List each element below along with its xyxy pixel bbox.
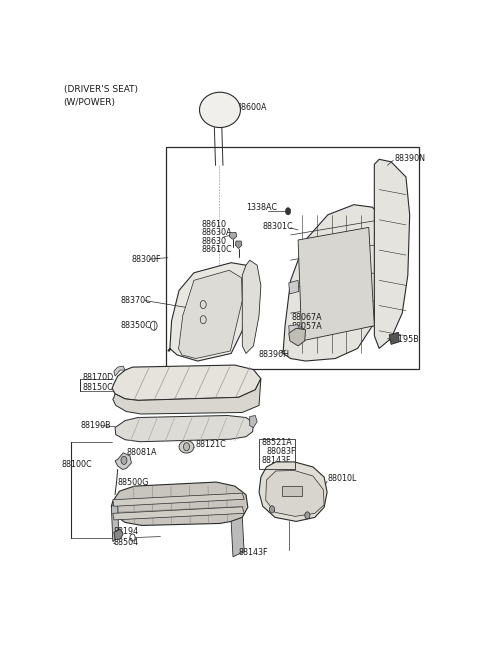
Text: 88630A: 88630A — [202, 229, 232, 237]
Text: 88195B: 88195B — [388, 335, 419, 345]
Circle shape — [305, 512, 310, 519]
Text: 88194: 88194 — [114, 527, 139, 536]
Text: 88504: 88504 — [114, 538, 139, 547]
Circle shape — [286, 208, 290, 215]
Text: 88143F: 88143F — [262, 456, 291, 465]
Bar — [259, 439, 295, 469]
Polygon shape — [266, 470, 324, 516]
Polygon shape — [114, 529, 123, 540]
Text: 88301C: 88301C — [263, 222, 293, 231]
Polygon shape — [282, 204, 380, 361]
Text: 88610: 88610 — [202, 220, 227, 229]
Text: 88610C: 88610C — [202, 244, 232, 253]
Polygon shape — [115, 415, 253, 441]
Polygon shape — [113, 493, 244, 506]
Polygon shape — [229, 233, 237, 239]
Polygon shape — [112, 365, 261, 400]
Text: 88600A: 88600A — [237, 103, 267, 112]
Text: 88100C: 88100C — [62, 460, 93, 469]
Ellipse shape — [200, 92, 240, 128]
Circle shape — [183, 443, 190, 451]
Text: 88350C: 88350C — [120, 321, 151, 330]
Text: 88143F: 88143F — [239, 548, 268, 557]
Text: 88500G: 88500G — [118, 477, 149, 487]
Polygon shape — [282, 486, 302, 496]
Text: 88521A: 88521A — [262, 438, 293, 447]
Polygon shape — [389, 332, 399, 345]
Polygon shape — [114, 366, 125, 376]
Polygon shape — [298, 227, 374, 341]
Polygon shape — [113, 507, 244, 520]
Polygon shape — [250, 415, 257, 428]
Text: 88150C: 88150C — [83, 383, 113, 392]
Text: 88067A: 88067A — [291, 312, 322, 322]
Circle shape — [121, 457, 127, 464]
Ellipse shape — [179, 440, 194, 453]
Polygon shape — [168, 263, 250, 361]
Text: 88370C: 88370C — [120, 296, 151, 305]
Polygon shape — [242, 260, 261, 354]
Polygon shape — [178, 271, 242, 358]
Polygon shape — [289, 325, 299, 337]
Polygon shape — [374, 159, 410, 348]
Text: 88390N: 88390N — [394, 154, 425, 163]
Polygon shape — [111, 502, 119, 542]
Polygon shape — [115, 453, 132, 470]
Text: 88057A: 88057A — [291, 322, 322, 331]
Bar — [166, 147, 419, 369]
Text: 88300F: 88300F — [132, 255, 161, 264]
Polygon shape — [235, 241, 242, 248]
Polygon shape — [289, 280, 299, 294]
Text: 88010L: 88010L — [328, 474, 357, 483]
Polygon shape — [289, 328, 305, 346]
Text: 88390H: 88390H — [258, 350, 289, 360]
Text: (DRIVER'S SEAT): (DRIVER'S SEAT) — [64, 85, 138, 94]
Polygon shape — [231, 517, 244, 557]
Polygon shape — [113, 379, 261, 414]
Text: 88083F: 88083F — [267, 447, 296, 457]
Polygon shape — [111, 482, 248, 525]
Text: 8E  A0: 8E A0 — [283, 490, 304, 495]
Text: 88630: 88630 — [202, 236, 227, 246]
Text: 88190B: 88190B — [81, 421, 111, 430]
Text: 88081A: 88081A — [126, 448, 156, 457]
Text: (W/POWER): (W/POWER) — [64, 98, 116, 107]
Text: 88121C: 88121C — [195, 440, 226, 449]
Circle shape — [269, 506, 275, 513]
Polygon shape — [259, 462, 327, 521]
Text: 88170D: 88170D — [83, 373, 114, 382]
Text: 1338AC: 1338AC — [246, 202, 277, 212]
